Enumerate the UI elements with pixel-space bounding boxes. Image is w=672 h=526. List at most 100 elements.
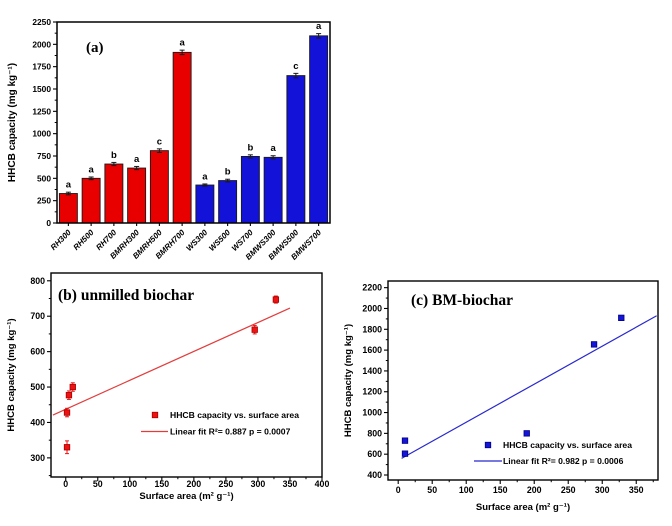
sig-letter: b (111, 150, 117, 161)
panel-a-title: (a) (86, 40, 104, 56)
sig-letter: a (179, 38, 185, 49)
x-tick-label: 250 (561, 485, 576, 495)
sig-letter: a (202, 171, 208, 182)
panel-a-bar-chart: 0 250 500 750 1000 1250 1500 1750 2000 2250 a RH300… (7, 17, 331, 262)
x-tick-label: 300 (595, 485, 610, 495)
x-tick-label: 350 (629, 485, 644, 495)
y-tick-label: 500 (37, 173, 51, 183)
y-tick-label: 2000 (32, 39, 51, 49)
data-point (272, 296, 280, 303)
data-point (590, 341, 598, 348)
y-tick-label: 1250 (32, 106, 51, 116)
sig-letter: a (134, 154, 140, 165)
data-point (251, 326, 258, 333)
x-tick-label: 100 (459, 485, 474, 495)
x-tick-label: 200 (527, 485, 542, 495)
panel-c-title: (c) BM-biochar (411, 292, 514, 309)
y-tick-label: 800 (30, 276, 45, 286)
data-point (523, 430, 530, 437)
bar-BMRH700 (172, 51, 192, 224)
y-axis-title: HHCB capacity (mg kg⁻¹) (6, 318, 17, 431)
y-axis-title: HHCB capacity (mg kg⁻¹) (343, 324, 354, 437)
panel-b-scatter-chart: 300 400 500 600 700 800 0 50 100 150 200 250 300 350 4… (6, 272, 330, 502)
legend-label: Linear fit R²= 0.887 p = 0.0007 (170, 427, 291, 437)
legend-marker (484, 441, 492, 449)
data-point (618, 314, 625, 321)
y-tick-label: 2200 (362, 283, 382, 293)
y-tick-label: 1600 (362, 345, 382, 355)
bar-WS500 (218, 180, 238, 224)
sig-letter: a (88, 164, 94, 175)
x-tick-label: 150 (493, 485, 508, 495)
y-tick-label: 300 (30, 453, 45, 463)
y-tick-label: 600 (30, 347, 45, 357)
y-tick-label: 2000 (362, 303, 382, 313)
y-tick-label: 1500 (32, 84, 51, 94)
x-tick-label: 50 (427, 485, 437, 495)
x-tick-label: 200 (187, 479, 202, 489)
data-point (65, 392, 73, 399)
y-tick-label: 700 (30, 311, 45, 321)
y-tick-label: 1800 (362, 324, 382, 334)
legend-label: HHCB capacity vs. surface area (170, 410, 299, 420)
y-tick-label: 1200 (362, 387, 382, 397)
y-tick-label: 400 (30, 417, 45, 427)
x-category-label: RH500 (72, 228, 96, 252)
x-axis-title: Surface area (m² g⁻¹) (476, 502, 570, 513)
x-tick-label: 100 (122, 479, 137, 489)
data-point (69, 383, 76, 391)
bar-RH700 (104, 163, 124, 224)
x-tick-label: 50 (93, 479, 103, 489)
legend-label: HHCB capacity vs. surface area (503, 440, 632, 450)
bar-BMRH500 (149, 150, 169, 224)
y-tick-label: 1000 (362, 408, 382, 418)
y-tick-label: 500 (30, 382, 45, 392)
x-tick-label: 350 (283, 479, 298, 489)
panel-b-title: (b) unmilled biochar (58, 287, 195, 304)
y-axis-title: HHCB capacity (mg kg⁻¹) (7, 63, 18, 182)
data-point (63, 409, 71, 416)
bar-BMWS500 (286, 75, 306, 224)
legend-marker (151, 411, 159, 419)
plot-box (50, 272, 323, 478)
x-axis-title: Surface area (m² g⁻¹) (139, 491, 233, 502)
y-tick-label: 800 (367, 428, 382, 438)
fit-line (401, 315, 657, 459)
plot-box (56, 21, 331, 224)
bar-WS300 (195, 184, 215, 224)
x-tick-label: 0 (396, 485, 401, 495)
x-category-label: WS500 (207, 228, 232, 253)
data-point (63, 444, 71, 451)
y-tick-label: 250 (37, 196, 51, 206)
bar-BMWS300 (263, 156, 283, 224)
x-tick-label: 300 (251, 479, 266, 489)
y-tick-label: 600 (367, 449, 382, 459)
y-tick-label: 0 (46, 218, 51, 228)
panel-c-scatter-chart: 400 600 800 1000 1200 1400 1600 1800 2000 2200 0 50… (343, 280, 659, 513)
sig-letter: c (157, 136, 162, 147)
x-category-label: WS300 (184, 228, 209, 253)
sig-letter: b (247, 142, 253, 153)
y-tick-label: 1000 (32, 129, 51, 139)
sig-letter: b (225, 167, 231, 178)
x-tick-label: 150 (154, 479, 169, 489)
y-tick-label: 750 (37, 151, 51, 161)
legend-label: Linear fit R²= 0.982 p = 0.0006 (503, 456, 624, 466)
y-tick-label: 2250 (32, 17, 51, 27)
bar-WS700 (240, 155, 260, 224)
x-tick-label: 0 (63, 479, 68, 489)
data-point (401, 450, 409, 457)
bar-BMWS700 (309, 35, 329, 224)
x-tick-label: 400 (315, 479, 330, 489)
plot-box (387, 280, 659, 481)
fit-line (52, 307, 291, 416)
sig-letter: a (270, 143, 276, 154)
y-tick-label: 400 (367, 470, 382, 480)
bar-BMRH300 (127, 167, 147, 224)
bar-RH300 (58, 193, 78, 224)
x-category-label: RH300 (49, 228, 73, 252)
sig-letter: c (293, 61, 298, 72)
sig-letter: a (66, 180, 72, 191)
